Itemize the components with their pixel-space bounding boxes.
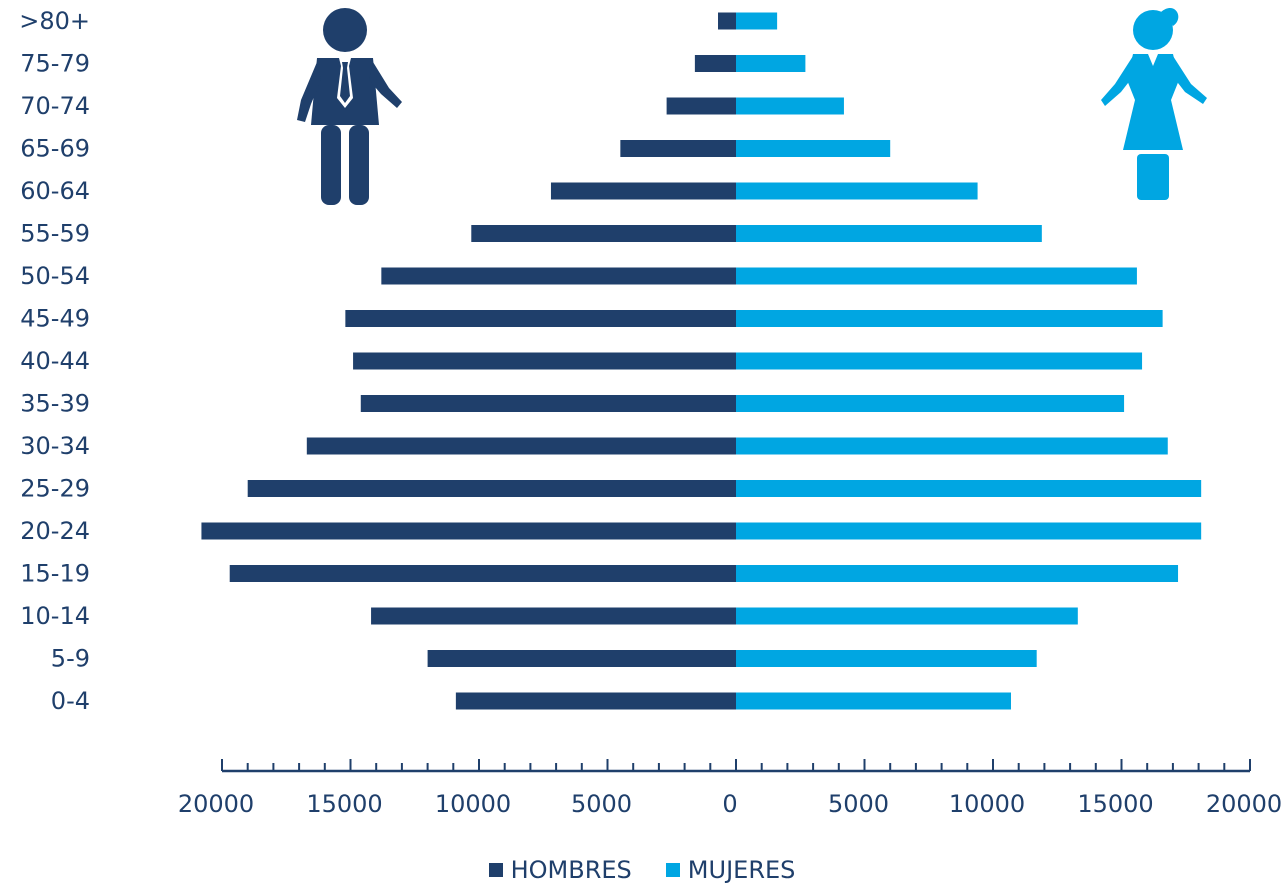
x-tick-label: 20000	[178, 790, 254, 818]
age-group-label: 70-74	[20, 92, 90, 120]
bar-hombres	[353, 352, 736, 370]
x-tick-label: 15000	[1077, 790, 1153, 818]
legend-item-hombres: HOMBRES	[488, 856, 632, 884]
x-tick-label: 5000	[828, 790, 889, 818]
x-tick-label: 10000	[949, 790, 1025, 818]
age-group-label: 0-4	[51, 687, 90, 715]
age-group-label: 45-49	[20, 305, 90, 333]
bar-mujeres	[736, 437, 1168, 455]
bar-mujeres	[736, 692, 1011, 710]
age-group-labels: >80+ 75-79 70-74 65-69 60-64 55-59 50-54 45-49 4…	[19, 7, 90, 715]
man-icon	[297, 8, 402, 205]
age-group-label: 15-19	[20, 560, 90, 588]
age-group-label: 60-64	[20, 177, 90, 205]
bar-mujeres	[736, 310, 1163, 327]
legend: HOMBRES MUJERES	[0, 852, 1284, 888]
bar-hombres	[201, 522, 736, 540]
x-tick-label: 10000	[435, 790, 511, 818]
bar-hombres	[455, 692, 736, 710]
x-axis	[221, 759, 1251, 773]
bar-hombres	[371, 607, 736, 625]
bar-hombres	[306, 437, 736, 455]
age-group-label: 50-54	[20, 262, 90, 290]
age-group-label: 25-29	[20, 475, 90, 503]
age-group-label: 40-44	[20, 347, 90, 375]
age-group-label: 30-34	[20, 432, 90, 460]
legend-item-mujeres: MUJERES	[665, 856, 796, 884]
age-group-label: 35-39	[20, 390, 90, 418]
age-group-label: 65-69	[20, 135, 90, 163]
bar-mujeres	[736, 12, 778, 30]
bar-mujeres	[736, 97, 844, 115]
age-group-label: 20-24	[20, 517, 90, 545]
bar-mujeres	[736, 607, 1078, 625]
bar-hombres	[360, 395, 736, 412]
bar-mujeres	[736, 395, 1125, 412]
bar-hombres	[247, 480, 736, 497]
bar-mujeres	[736, 352, 1143, 370]
bar-mujeres	[736, 55, 806, 72]
bar-hombres	[471, 225, 736, 242]
bar-mujeres	[736, 522, 1202, 540]
age-group-label: >80+	[19, 7, 90, 35]
bar-mujeres	[736, 140, 891, 157]
bar-mujeres	[736, 650, 1037, 667]
bar-hombres	[381, 267, 736, 285]
bar-hombres	[345, 310, 736, 327]
age-group-label: 5-9	[51, 645, 90, 673]
bar-hombres	[550, 182, 736, 200]
legend-label-mujeres: MUJERES	[687, 856, 796, 884]
x-tick-label: 20000	[1206, 790, 1282, 818]
bar-hombres	[427, 650, 736, 667]
age-group-label: 55-59	[20, 220, 90, 248]
age-group-label: 10-14	[20, 602, 90, 630]
bar-mujeres	[736, 182, 978, 200]
x-tick-label: 15000	[306, 790, 382, 818]
x-tick-label: 5000	[571, 790, 632, 818]
bar-mujeres	[736, 225, 1042, 242]
bar-mujeres	[736, 267, 1137, 285]
bar-hombres	[694, 55, 736, 72]
bars-group	[201, 12, 1202, 710]
bar-hombres	[620, 140, 736, 157]
x-tick-label: 0	[722, 790, 737, 818]
bar-mujeres	[736, 480, 1202, 497]
bar-hombres	[666, 97, 736, 115]
legend-swatch-hombres	[488, 863, 503, 877]
bar-mujeres	[736, 565, 1179, 582]
woman-icon	[1101, 7, 1207, 200]
legend-label-hombres: HOMBRES	[510, 856, 632, 884]
bar-hombres	[718, 12, 736, 30]
age-group-label: 75-79	[20, 50, 90, 78]
x-axis-tick-labels: 20000 15000 10000 5000 0 5000 10000 15000 20000	[178, 790, 1282, 818]
legend-swatch-mujeres	[665, 863, 680, 877]
bar-hombres	[229, 565, 736, 582]
